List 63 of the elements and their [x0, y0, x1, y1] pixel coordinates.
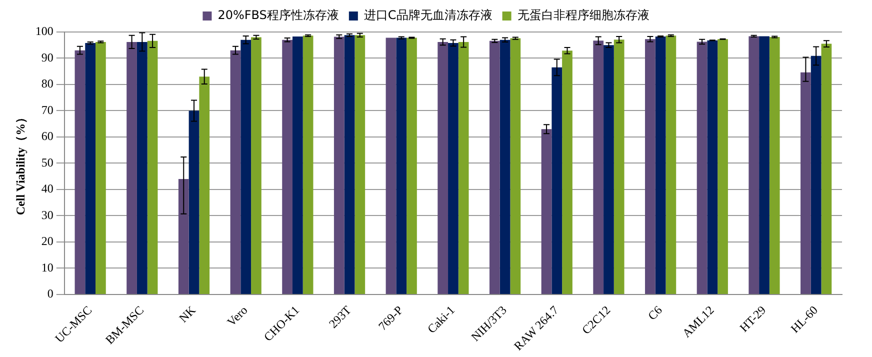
bar: [769, 36, 780, 294]
bar: [85, 43, 96, 294]
bar: [199, 76, 210, 294]
bar: [292, 36, 303, 294]
bar: [489, 40, 500, 294]
bar: [800, 72, 811, 294]
bar: [707, 40, 718, 294]
bar: [718, 39, 728, 294]
bar: [188, 110, 200, 294]
bar: [821, 44, 832, 294]
x-tick-label: NK: [176, 302, 199, 326]
bar: [614, 40, 624, 294]
bar: [593, 40, 604, 294]
bar: [386, 38, 396, 294]
bar: [147, 40, 158, 294]
legend-label: 无蛋白非程序细胞冻存液: [517, 8, 650, 22]
y-tick-label: 30: [41, 208, 54, 222]
bar: [562, 50, 572, 294]
bar: [655, 36, 666, 294]
bar: [230, 50, 241, 294]
x-tick-label: Vero: [224, 303, 250, 329]
bar: [438, 42, 448, 294]
bar: [500, 40, 510, 294]
bar: [282, 40, 292, 294]
bar: [510, 38, 521, 294]
bar: [396, 38, 407, 294]
bar: [810, 56, 822, 294]
y-tick-label: 90: [41, 50, 54, 64]
y-tick-label: 0: [47, 286, 54, 301]
bar: [74, 50, 86, 294]
y-tick-label: 20: [41, 234, 54, 248]
bar: [748, 36, 760, 294]
bar: [96, 42, 106, 294]
y-tick-label: 40: [41, 182, 54, 196]
bar: [354, 35, 366, 294]
y-tick-label: 70: [41, 102, 54, 117]
bar: [344, 35, 355, 294]
y-tick-label: 10: [41, 260, 54, 274]
bar: [178, 178, 189, 294]
y-tick-label: 80: [41, 76, 54, 91]
bar: [541, 129, 552, 294]
bar: [136, 42, 148, 294]
bar: [406, 38, 417, 294]
legend-label: 20%FBS程序性冻存液: [218, 8, 339, 22]
bar: [759, 36, 770, 294]
y-tick-label: 100: [35, 24, 54, 38]
bar: [448, 43, 458, 294]
x-tick-label: C6: [645, 303, 665, 323]
y-tick-label: 50: [41, 155, 54, 170]
bar: [251, 37, 262, 294]
y-tick-label: 60: [41, 129, 54, 144]
bar: [645, 39, 656, 294]
bar: [666, 36, 676, 294]
bar: [552, 67, 562, 294]
bar: [126, 42, 137, 294]
bar: [334, 36, 344, 294]
bar: [696, 42, 708, 294]
bar: [240, 40, 252, 294]
legend-label: 进口C品牌无血清冻存液: [364, 8, 492, 22]
bar: [604, 45, 614, 294]
bar: [302, 36, 314, 294]
y-axis-title: Cell Viability（%）: [13, 111, 28, 216]
bar: [458, 42, 469, 294]
